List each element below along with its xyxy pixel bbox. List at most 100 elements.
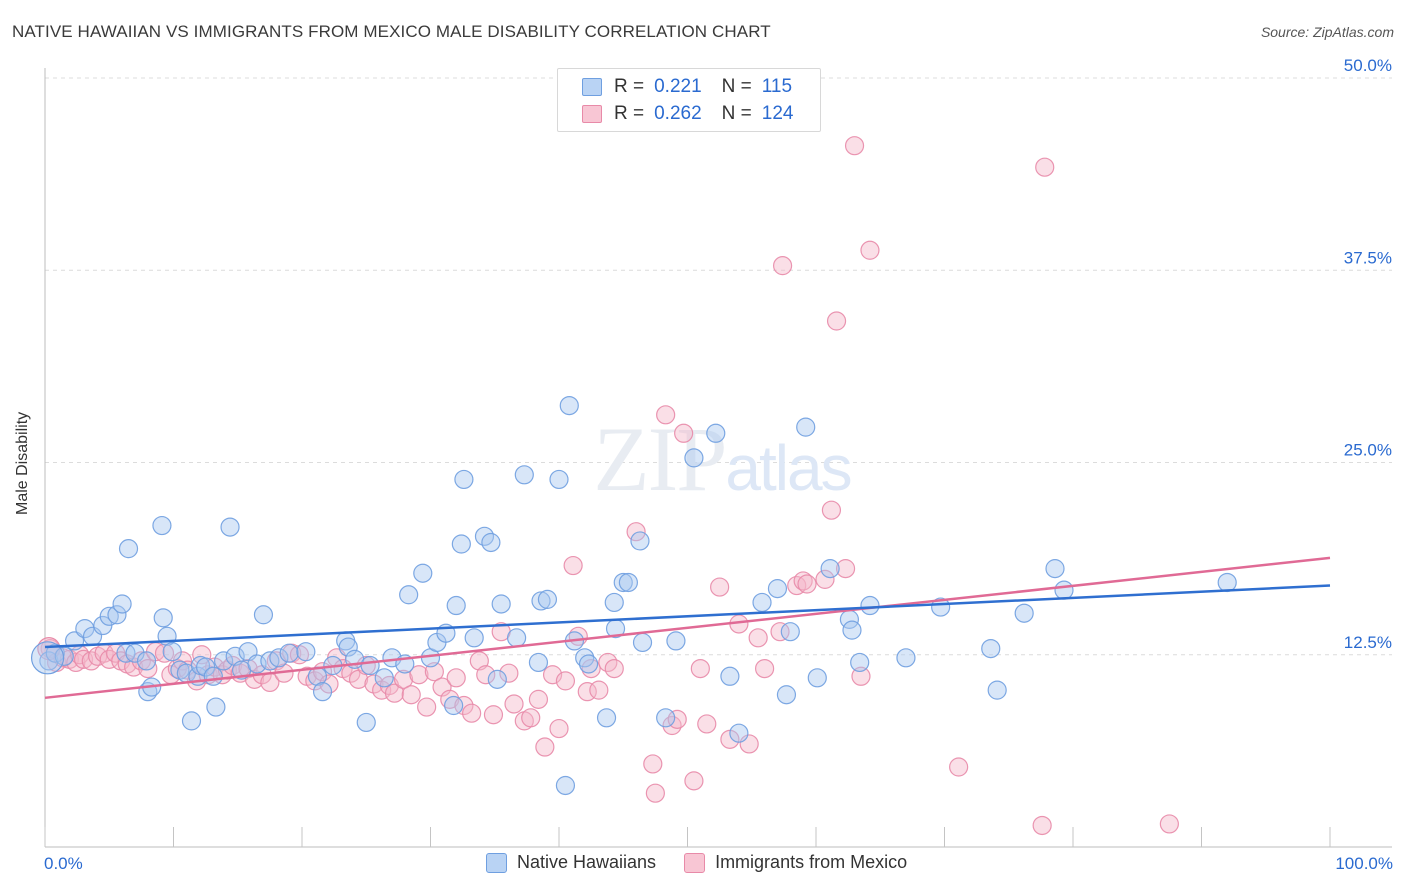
trend-lines <box>44 556 1331 700</box>
mexico-point <box>483 705 504 725</box>
hawaiian-point <box>796 417 816 437</box>
mexico-point <box>401 685 421 705</box>
hawaiian-point <box>820 559 840 579</box>
hawaiian-point <box>338 637 358 657</box>
y-tick-label: 50.0% <box>1344 56 1392 75</box>
hawaiian-point <box>1045 559 1065 579</box>
hawaiian-point <box>632 632 653 653</box>
mexico-point <box>476 665 496 685</box>
hawaiian-point <box>125 643 145 663</box>
hawaiian-point <box>537 589 558 609</box>
legend-label: Native Hawaiians <box>517 852 657 872</box>
hawaiian-point <box>118 539 139 559</box>
hawaiian-point <box>780 622 800 642</box>
native-hawaiians-points <box>30 395 1237 796</box>
hawaiian-point <box>850 652 870 673</box>
hawaiian-trend-line <box>44 584 1331 649</box>
mexico-point <box>319 674 339 694</box>
mexico-point <box>563 555 583 576</box>
mexico-point <box>860 240 880 260</box>
mexico-point <box>462 703 482 723</box>
hawaiian-point <box>491 594 511 614</box>
axes <box>44 68 1392 848</box>
mexico-point <box>851 666 871 686</box>
mexico-point <box>835 559 856 579</box>
mexico-point <box>238 658 258 679</box>
hawaiian-point <box>444 695 464 716</box>
mexico-point <box>674 423 694 443</box>
hawaiian-point <box>666 631 686 651</box>
hawaiian-point <box>312 682 333 702</box>
hawaiian-point <box>1054 580 1074 600</box>
hawaiian-point <box>220 517 240 537</box>
y-tick-label: 25.0% <box>1344 441 1392 460</box>
hawaiian-point <box>578 654 599 674</box>
hawaiian-point <box>203 666 223 686</box>
mexico-point <box>446 668 466 688</box>
r-value: 0.221 <box>654 76 702 97</box>
mexico-point <box>754 658 775 679</box>
hawaiian-point <box>279 643 299 663</box>
hawaiian-point <box>39 651 59 671</box>
hawaiian-point <box>206 697 226 717</box>
gridlines <box>45 77 1392 656</box>
hawaiian-point <box>987 680 1007 700</box>
y-axis-label: Male Disability <box>14 411 31 515</box>
mexico-point <box>797 574 817 594</box>
mexico-trend-line <box>44 556 1331 700</box>
blue-swatch <box>486 852 507 873</box>
legend-item-immigrants-from-mexico[interactable]: Immigrants from Mexico <box>684 852 907 873</box>
mexico-point <box>772 256 793 276</box>
mexico-point <box>393 669 414 689</box>
x-tick-label: 0.0% <box>44 854 83 873</box>
hawaiian-point <box>152 515 172 536</box>
mexico-point <box>645 783 665 803</box>
hawaiian-point <box>555 775 576 796</box>
hawaiian-point <box>181 711 202 731</box>
hawaiian-point <box>656 708 676 728</box>
hawaiian-point <box>112 594 132 614</box>
hawaiian-point <box>481 532 501 553</box>
mexico-point <box>521 708 541 728</box>
source-label: Source: ZipAtlas.com <box>1260 24 1394 40</box>
mexico-point <box>1159 814 1179 834</box>
hawaiian-point <box>931 597 951 617</box>
hawaiian-point <box>413 563 433 583</box>
hawaiian-point <box>896 648 916 668</box>
mexico-point <box>499 663 519 683</box>
hawaiian-cluster-point <box>30 641 65 675</box>
mexico-point <box>626 522 646 542</box>
mexico-point <box>535 737 555 757</box>
hawaiian-point <box>1217 572 1237 593</box>
watermark: ZIPatlas <box>593 408 850 510</box>
hawaiian-point <box>153 608 173 628</box>
hawaiian-point <box>451 534 471 554</box>
mexico-point <box>656 405 676 425</box>
hawaiian-point <box>729 723 749 743</box>
hawaiian-point <box>549 469 569 490</box>
hawaiian-point <box>767 579 788 599</box>
r-value: 0.262 <box>654 103 702 124</box>
mexico-point <box>690 658 710 679</box>
mexico-point <box>131 651 151 671</box>
hawaiian-point <box>981 638 1001 659</box>
chart-title: NATIVE HAWAIIAN VS IMMIGRANTS FROM MEXIC… <box>12 22 771 41</box>
legend-item-native-hawaiians[interactable]: Native Hawaiians <box>486 852 656 873</box>
hawaiian-point <box>752 592 772 613</box>
mexico-point <box>1032 815 1052 836</box>
immigrants-from-mexico-points <box>37 136 1179 836</box>
hawaiian-point <box>162 642 182 662</box>
tick-labels: 12.5% 25.0% 37.5% 50.0% 0.0% 100.0% <box>44 56 1393 873</box>
hawaiian-point <box>214 651 234 671</box>
mexico-point <box>138 658 158 679</box>
hawaiian-point <box>136 651 157 671</box>
legend-row-immigrants-from-mexico: R = 0.262 N = 124 <box>582 102 793 126</box>
pink-swatch <box>684 852 706 873</box>
legend-row-native-hawaiians: R = 0.221 N = 115 <box>582 75 792 99</box>
mexico-point <box>528 689 549 709</box>
hawaiian-point <box>487 669 507 689</box>
watermark-atlas: atlas <box>725 432 850 504</box>
hawaiian-point <box>374 668 394 688</box>
hawaiian-point <box>776 685 797 705</box>
r-label: R = <box>614 76 645 97</box>
